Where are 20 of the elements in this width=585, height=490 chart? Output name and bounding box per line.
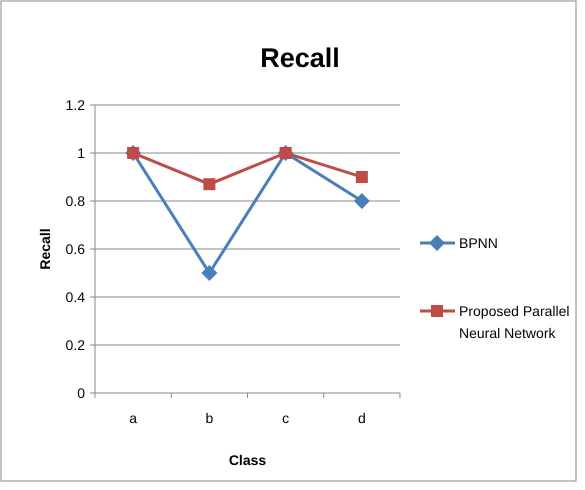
x-tick-label: b [205, 410, 214, 426]
y-tick-label: 0.2 [66, 337, 86, 353]
x-axis-title: Class [228, 452, 266, 468]
point [203, 178, 216, 190]
x-tick-label: c [282, 410, 290, 426]
y-tick-label: 1 [77, 145, 86, 161]
y-tick-label: 0 [77, 385, 86, 401]
point [356, 171, 368, 183]
chart-title: Recall [260, 43, 340, 73]
y-tick-label: 0.6 [66, 241, 86, 257]
point [354, 193, 370, 209]
point [201, 265, 218, 281]
y-axis-title: Recall [37, 228, 53, 270]
legend-label: Proposed Parallel Neural Network [459, 303, 570, 341]
y-tick-label: 0.4 [66, 289, 86, 305]
y-tick-label: 0.8 [66, 193, 86, 209]
y-tick-label: 1.2 [66, 97, 86, 113]
legend-label: BPNN [459, 235, 498, 251]
x-tick-label: d [358, 410, 366, 426]
x-tick-label: a [129, 410, 138, 426]
